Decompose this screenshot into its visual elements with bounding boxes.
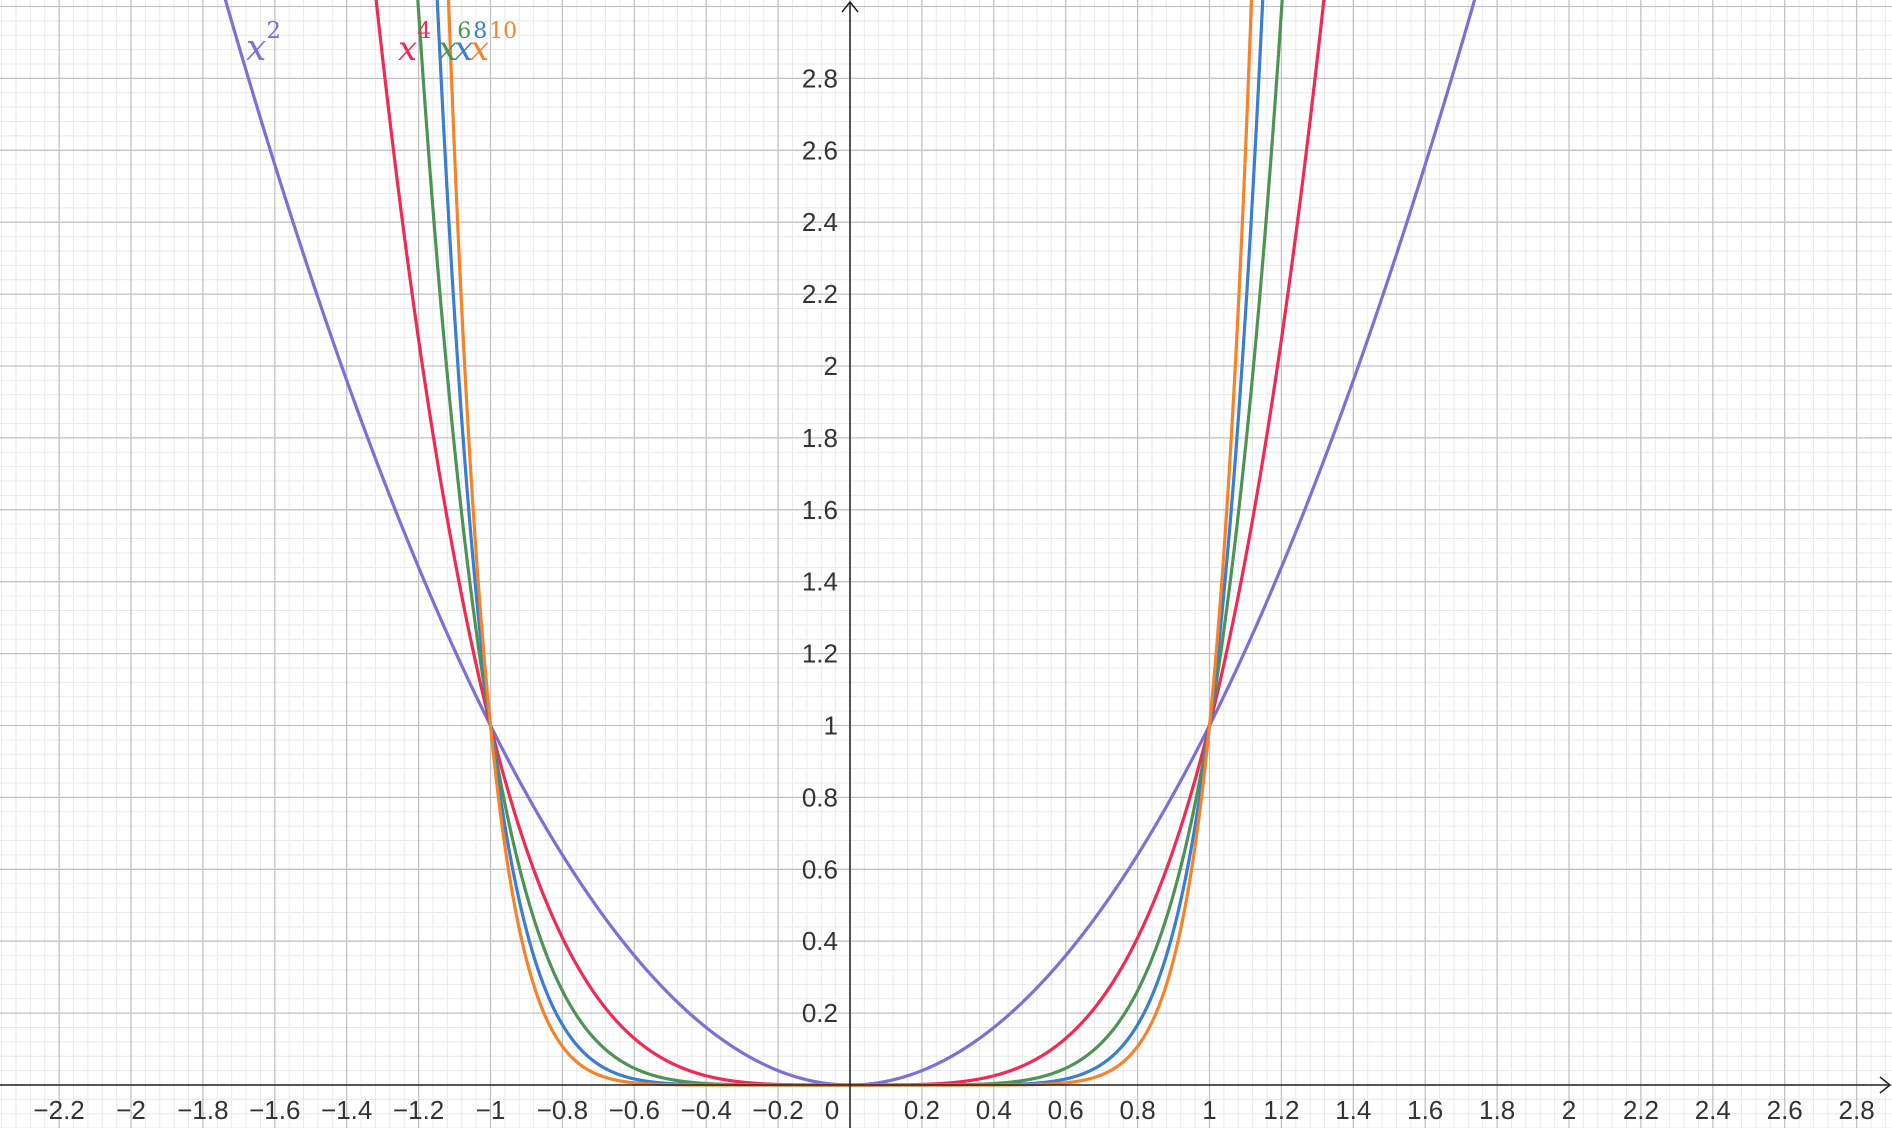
x-tick-label: −1.6	[249, 1095, 300, 1125]
x-tick-label: 0.2	[904, 1095, 940, 1125]
x-tick-label: 2.8	[1839, 1095, 1875, 1125]
y-tick-label: 2.2	[802, 279, 838, 309]
x-tick-label: −2.2	[33, 1095, 84, 1125]
x-tick-label: −2	[116, 1095, 146, 1125]
x-tick-label: −1	[476, 1095, 506, 1125]
y-tick-label: 2	[824, 351, 838, 381]
x-tick-label: −0.6	[609, 1095, 660, 1125]
y-tick-label: 1.4	[802, 567, 838, 597]
x-tick-label: 2.4	[1695, 1095, 1731, 1125]
x-tick-label: 2.2	[1623, 1095, 1659, 1125]
x-tick-label: −1.4	[321, 1095, 372, 1125]
x-tick-label: 0.6	[1048, 1095, 1084, 1125]
x-tick-label: 1.2	[1263, 1095, 1299, 1125]
y-tick-label: 2.6	[802, 135, 838, 165]
curve-label-x10: x10	[470, 19, 517, 69]
x-axis-arrow	[1879, 1076, 1892, 1094]
y-tick-label: 1.2	[802, 639, 838, 669]
y-tick-label: 0.6	[802, 854, 838, 884]
x-tick-label: 2.6	[1767, 1095, 1803, 1125]
curve-label-x2: x2	[246, 18, 281, 69]
y-tick-label: 2.4	[802, 207, 838, 237]
y-tick-label: 2.8	[802, 63, 838, 93]
y-tick-labels: 0.2 0.4 0.6 0.8 1 1.2 1.4 1.6 1.8 2 2.2 2.4 2.6 2.8	[802, 63, 838, 1028]
x-tick-label: 0.4	[976, 1095, 1012, 1125]
x-tick-label: 1	[1202, 1095, 1216, 1125]
y-axis-arrow	[841, 0, 859, 13]
x-tick-label: −1.2	[393, 1095, 444, 1125]
y-tick-label: 1.6	[802, 495, 838, 525]
curve-label-x6: x6	[438, 19, 471, 69]
x-tick-label: −0.8	[537, 1095, 588, 1125]
y-tick-label: 0.8	[802, 782, 838, 812]
curve-labels: x2 x4 x6 x8 x10	[246, 18, 517, 69]
x-tick-label: 0	[825, 1095, 839, 1125]
x-tick-labels: −2.2 −2 −1.8 −1.6 −1.4 −1.2 −1 −0.8 −0.6 −0.4 −0.2…	[33, 1095, 1874, 1125]
curve-label-x8: x8	[454, 19, 487, 69]
x-tick-label: 1.6	[1407, 1095, 1443, 1125]
y-tick-label: 1	[824, 711, 838, 741]
y-tick-label: 0.4	[802, 926, 838, 956]
x-tick-label: −0.2	[752, 1095, 803, 1125]
x-tick-label: −1.8	[177, 1095, 228, 1125]
x-tick-label: 1.8	[1479, 1095, 1515, 1125]
curve-label-x4: x4	[398, 19, 431, 69]
x-tick-label: 2	[1562, 1095, 1576, 1125]
x-tick-label: 0.8	[1120, 1095, 1156, 1125]
x-tick-label: −0.4	[681, 1095, 732, 1125]
y-tick-label: 1.8	[802, 423, 838, 453]
x-tick-label: 1.4	[1335, 1095, 1371, 1125]
y-tick-label: 0.2	[802, 998, 838, 1028]
